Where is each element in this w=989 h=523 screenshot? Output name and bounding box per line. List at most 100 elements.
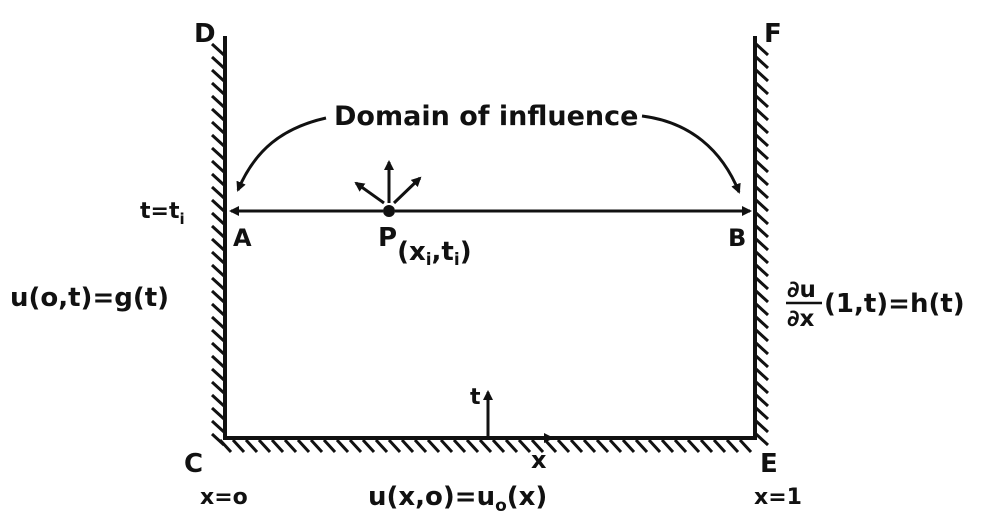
hatch-mark [754, 302, 770, 317]
hatch-mark [210, 198, 226, 213]
label-b: B [728, 224, 746, 252]
hatch-mark [754, 94, 770, 109]
hatch-mark [754, 367, 770, 382]
hatch-mark [452, 438, 467, 454]
hatch-mark [335, 438, 350, 454]
point-p-main: P [378, 223, 397, 253]
hatch-mark [348, 438, 363, 454]
hatch-mark [754, 289, 770, 304]
hatch-mark [569, 438, 584, 454]
hatch-mark [660, 438, 675, 454]
x-equals-one-label: x=1 [754, 485, 802, 510]
label-e: E [760, 449, 778, 479]
hatch-mark [210, 289, 226, 304]
right-bc-rest: (1,t)=h(t) [824, 289, 965, 319]
hatch-mark [270, 438, 285, 454]
hatch-mark [754, 146, 770, 161]
hatch-mark [283, 438, 298, 454]
left-wall-hatching [210, 42, 226, 447]
hatch-mark [754, 81, 770, 96]
point-p-open: (x [397, 237, 426, 267]
time-level-label: t=ti [140, 199, 185, 228]
hatch-mark [210, 120, 226, 135]
hatch-mark [754, 159, 770, 174]
x-equals-zero-label: x=o [200, 485, 248, 510]
hatch-mark [556, 438, 571, 454]
domain-of-influence-title: Domain of influence [334, 101, 638, 132]
initial-condition-label: u(x,o)=uo(x) [368, 482, 547, 516]
time-level-sub: i [179, 210, 184, 228]
hatch-mark [439, 438, 454, 454]
hatch-mark [210, 94, 226, 109]
hatch-mark [754, 42, 770, 57]
point-p-label: P(xi,ti) [378, 223, 472, 270]
initial-condition-main: u(x,o)=u [368, 482, 495, 512]
hatch-mark [504, 438, 519, 454]
hatch-mark [210, 250, 226, 265]
bottom-wall-hatching [218, 438, 753, 454]
hatch-mark [257, 438, 272, 454]
hatch-mark [210, 341, 226, 356]
hatch-mark [426, 438, 441, 454]
hatch-mark [517, 438, 532, 454]
hatch-mark [210, 380, 226, 395]
hatch-mark [465, 438, 480, 454]
hatch-mark [218, 438, 233, 454]
hatch-mark [754, 133, 770, 148]
hatch-mark [754, 432, 770, 447]
hatch-mark [210, 133, 226, 148]
point-p-comma: ,t [432, 237, 454, 267]
hatch-mark [210, 237, 226, 252]
hatch-mark [322, 438, 337, 454]
hatch-mark [210, 107, 226, 122]
curved-arrow-left [236, 116, 327, 192]
label-a: A [233, 224, 252, 252]
hatch-mark [210, 172, 226, 187]
hatch-mark [754, 406, 770, 421]
hatch-mark [754, 380, 770, 395]
curved-arrow-right [641, 114, 741, 194]
initial-condition-sub: o [495, 496, 507, 516]
t-axis-label: t [470, 385, 481, 410]
hatch-mark [210, 81, 226, 96]
point-p-sub-x: i [426, 250, 432, 270]
hatch-mark [621, 438, 636, 454]
hatch-mark [210, 211, 226, 226]
point-p-sub-t: i [454, 250, 460, 270]
label-c: C [184, 449, 203, 479]
hatch-mark [754, 315, 770, 330]
hatch-mark [595, 438, 610, 454]
hatch-mark [686, 438, 701, 454]
hatch-mark [754, 224, 770, 239]
hatch-mark [210, 68, 226, 83]
hatch-mark [608, 438, 623, 454]
hatch-mark [754, 107, 770, 122]
right-wall-hatching [754, 42, 770, 447]
hatch-mark [754, 328, 770, 343]
label-d: D [194, 19, 216, 49]
hatch-mark [754, 341, 770, 356]
hatch-mark [296, 438, 311, 454]
hatch-mark [231, 438, 246, 454]
hatch-mark [754, 185, 770, 200]
hatch-mark [210, 55, 226, 70]
hatch-mark [754, 68, 770, 83]
hatch-mark [725, 438, 740, 454]
hatch-mark [210, 159, 226, 174]
hatch-mark [210, 315, 226, 330]
right-bc-denominator: ∂x [787, 306, 815, 332]
hatch-mark [673, 438, 688, 454]
label-f: F [764, 19, 782, 49]
point-p-close: ) [460, 237, 472, 267]
hatch-mark [754, 250, 770, 265]
hatch-mark [754, 120, 770, 135]
hatch-mark [699, 438, 714, 454]
hatch-mark [754, 211, 770, 226]
hatch-mark [738, 438, 753, 454]
hatch-mark [754, 393, 770, 408]
hatch-mark [210, 406, 226, 421]
hatch-mark [387, 438, 402, 454]
hatch-mark [210, 276, 226, 291]
hatch-mark [543, 438, 558, 454]
